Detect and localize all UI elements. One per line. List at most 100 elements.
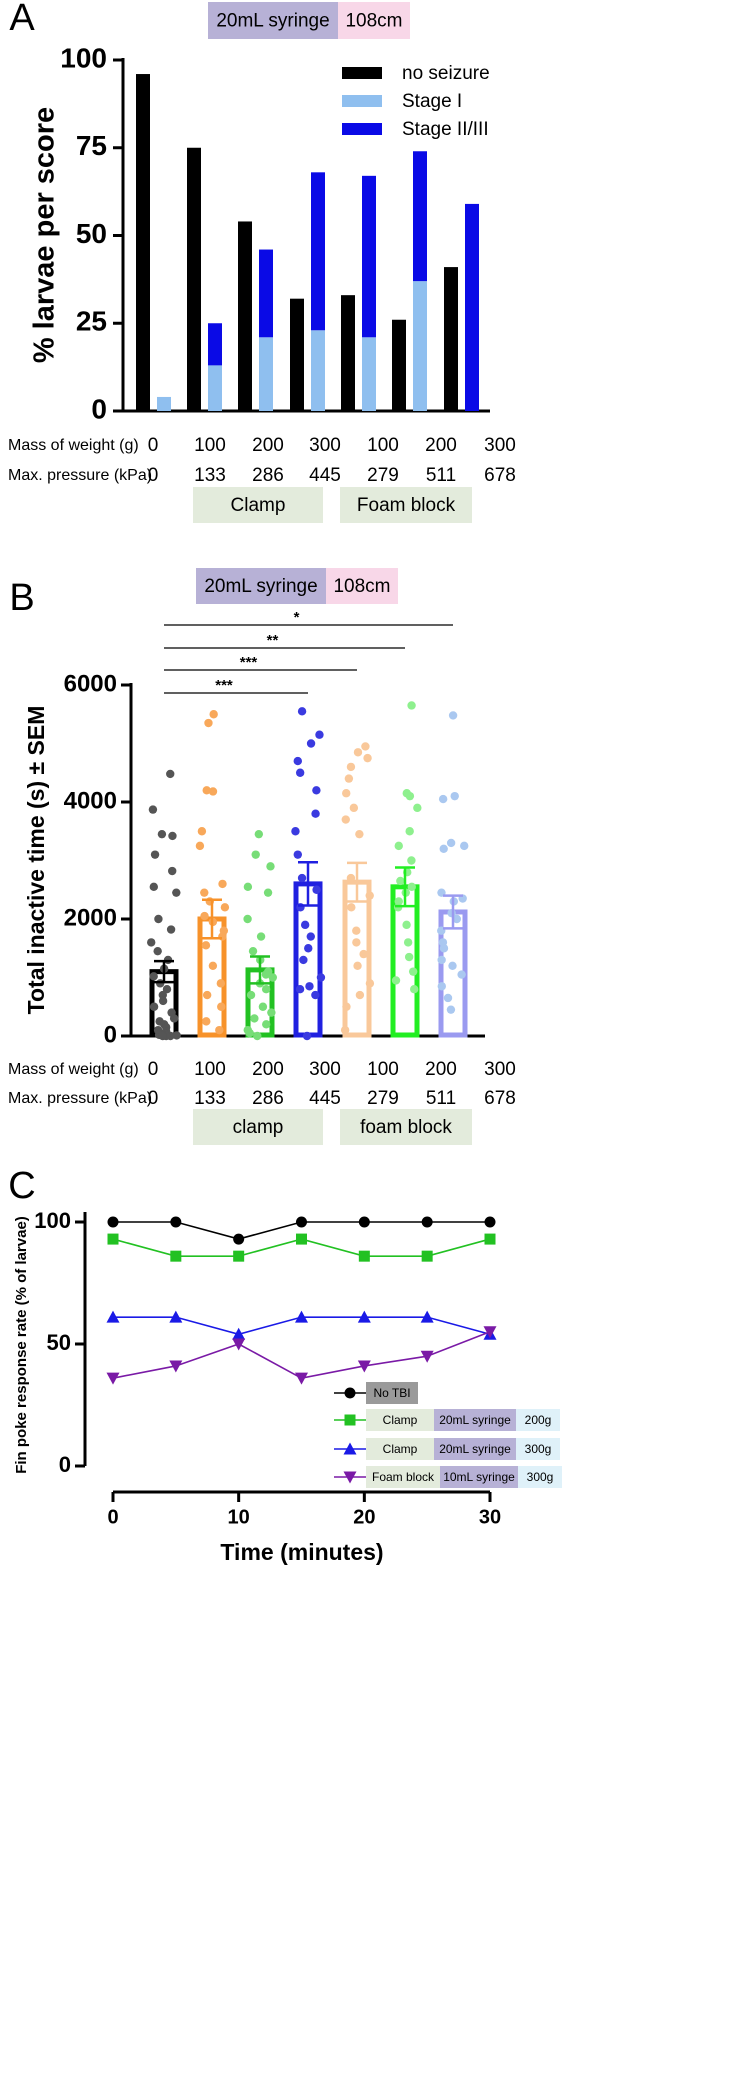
y-tick-label: 0 — [59, 1452, 71, 1477]
data-point — [311, 990, 320, 1000]
data-point — [232, 1338, 246, 1351]
data-point — [394, 841, 403, 851]
pressure-value: 678 — [484, 1088, 516, 1109]
data-point — [342, 789, 351, 798]
data-point — [363, 753, 372, 763]
header-height-label: 108cm — [333, 576, 390, 597]
data-point — [448, 711, 458, 720]
data-point — [361, 742, 370, 751]
y-tick-label: 2000 — [64, 904, 117, 931]
bar-no-seizure — [341, 295, 355, 411]
legend-chip — [516, 1438, 560, 1460]
bar-no-seizure — [187, 147, 201, 411]
mass-row-label: Mass of weight (g) — [8, 1061, 139, 1078]
bar-no-seizure — [290, 298, 304, 411]
header-syringe-label: 20mL syringe — [216, 11, 329, 32]
data-point — [256, 932, 266, 941]
data-point — [439, 844, 448, 853]
data-point — [149, 972, 158, 981]
data-point — [347, 903, 356, 912]
data-point — [306, 739, 316, 748]
header-height-chip — [326, 568, 398, 604]
data-point — [407, 882, 416, 892]
data-point — [457, 970, 466, 979]
legend-label: Stage I — [402, 91, 462, 112]
legend-chip — [366, 1438, 434, 1460]
bar-stage-ii-iii — [362, 175, 376, 338]
data-point — [306, 932, 315, 941]
y-tick-label: 4000 — [64, 787, 117, 814]
x-tick-label: 20 — [353, 1506, 375, 1528]
legend-chip — [518, 1466, 562, 1488]
legend-chip-label: 20mL syringe — [439, 1413, 511, 1427]
y-axis-label: Total inactive time (s) ± SEM — [23, 706, 49, 1015]
data-point — [158, 1031, 167, 1040]
legend-chip — [434, 1409, 516, 1431]
significance-label: *** — [240, 654, 258, 671]
mass-value: 300 — [309, 1059, 341, 1080]
data-point — [166, 925, 176, 934]
y-axis-label: % larvae per score — [29, 107, 61, 363]
bar-no-seizure — [238, 221, 252, 411]
group-box-foam-block — [340, 487, 472, 523]
data-point — [450, 791, 459, 801]
data-point — [342, 1002, 351, 1011]
data-point — [410, 985, 419, 994]
pressure-row-label: Max. pressure (kPa) — [8, 467, 152, 484]
mass-value: 200 — [252, 1059, 284, 1080]
data-point — [391, 976, 401, 985]
data-point — [172, 888, 181, 897]
legend-chip — [440, 1466, 518, 1488]
data-point — [251, 850, 260, 859]
data-point — [107, 1216, 119, 1228]
mass-value: 100 — [194, 435, 226, 456]
data-point — [403, 938, 413, 947]
pressure-value: 445 — [309, 1088, 341, 1109]
panel-letter-a: A — [9, 0, 35, 39]
group-label-clamp: Clamp — [231, 495, 286, 516]
legend-label: no seizure — [402, 63, 490, 84]
pressure-value: 511 — [426, 1088, 456, 1109]
group-box-foam-block — [340, 1109, 472, 1145]
data-point — [149, 882, 158, 892]
y-axis-label: Fin poke response rate (% of larvae) — [13, 1216, 30, 1474]
data-point — [357, 1360, 371, 1373]
data-point — [295, 1310, 308, 1323]
data-point — [197, 827, 207, 836]
data-point — [243, 882, 253, 892]
data-point — [215, 1025, 224, 1035]
bar-stage-ii-iii — [413, 151, 427, 282]
legend-chip — [434, 1438, 516, 1460]
mass-value: 0 — [148, 435, 159, 456]
data-point — [268, 973, 277, 982]
data-point — [302, 1031, 312, 1041]
data-point — [365, 979, 375, 988]
data-point — [295, 768, 305, 777]
group-box-clamp — [193, 487, 323, 523]
data-point — [162, 985, 172, 994]
data-point — [250, 1014, 259, 1023]
legend-chip-label: 200g — [525, 1413, 552, 1427]
bar-stage-ii-iii — [259, 249, 273, 338]
legend-chip — [366, 1466, 440, 1488]
data-point — [233, 1233, 245, 1245]
data-point — [245, 1028, 254, 1038]
legend-chip-label: Clamp — [383, 1442, 418, 1456]
data-point — [169, 1310, 183, 1323]
data-point — [358, 1216, 370, 1228]
data-point — [352, 926, 361, 935]
legend-swatch — [342, 123, 382, 135]
y-tick-label: 0 — [91, 393, 107, 424]
data-point — [246, 990, 256, 1000]
bar-stage-i — [208, 365, 222, 411]
data-point — [437, 982, 446, 991]
bar-stage-ii-iii — [465, 203, 479, 411]
group-label-foam-block: Foam block — [357, 495, 456, 516]
data-point — [147, 938, 156, 947]
x-tick-label: 30 — [479, 1506, 501, 1528]
series-line — [112, 1331, 491, 1380]
mass-value: 0 — [148, 1059, 159, 1080]
header-height-label: 108cm — [345, 11, 402, 32]
data-point — [407, 701, 416, 710]
data-point — [312, 786, 321, 795]
